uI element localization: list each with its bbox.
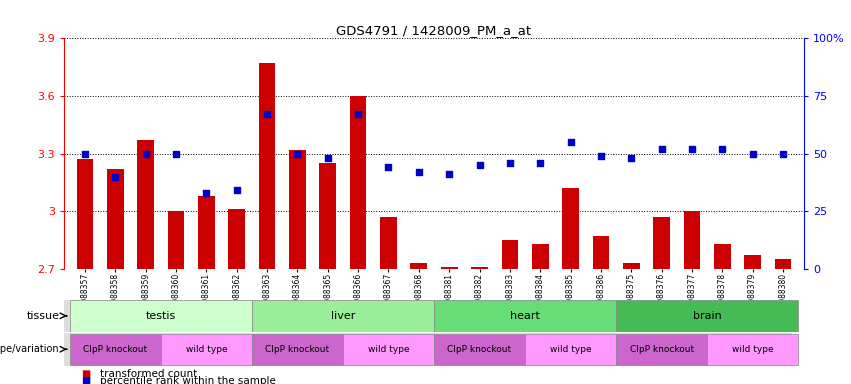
Text: transformed count: transformed count	[100, 369, 197, 379]
Bar	[137, 140, 154, 269]
Bar	[319, 163, 336, 269]
Point	[351, 111, 365, 118]
Point	[685, 146, 699, 152]
Bar	[343, 334, 434, 365]
Point	[382, 164, 396, 170]
Point	[654, 146, 668, 152]
Point	[321, 155, 334, 161]
Bar	[525, 334, 616, 365]
Bar	[616, 300, 798, 331]
Bar	[563, 188, 579, 269]
Bar	[380, 217, 397, 269]
Point	[169, 151, 183, 157]
Text: testis: testis	[146, 311, 176, 321]
Point	[745, 151, 759, 157]
Bar	[623, 263, 640, 269]
Bar	[616, 334, 707, 365]
Bar	[410, 263, 427, 269]
Point	[443, 171, 456, 177]
Point	[716, 146, 729, 152]
Text: liver: liver	[331, 311, 355, 321]
Bar	[683, 211, 700, 269]
Bar	[168, 211, 185, 269]
Bar	[289, 150, 306, 269]
Bar	[774, 259, 791, 269]
Bar	[471, 267, 488, 269]
Bar	[198, 196, 214, 269]
Text: heart: heart	[510, 311, 540, 321]
Bar	[228, 209, 245, 269]
Point	[472, 162, 486, 168]
Point	[200, 190, 214, 196]
Text: ■: ■	[81, 369, 90, 379]
Bar	[434, 334, 525, 365]
Point	[594, 153, 608, 159]
Point	[139, 151, 152, 157]
Point	[625, 155, 638, 161]
Bar	[70, 334, 161, 365]
Point	[412, 169, 426, 175]
Point	[776, 151, 790, 157]
Point	[78, 151, 92, 157]
Bar	[70, 300, 252, 331]
Point	[109, 174, 123, 180]
Bar	[259, 63, 276, 269]
Text: brain: brain	[693, 311, 722, 321]
Text: wild type: wild type	[186, 345, 227, 354]
Text: ClpP knockout: ClpP knockout	[448, 345, 511, 354]
Text: tissue: tissue	[26, 311, 60, 321]
Bar	[714, 244, 731, 269]
Bar	[532, 244, 549, 269]
Bar	[77, 159, 94, 269]
Bar	[707, 334, 798, 365]
Point	[563, 139, 577, 145]
Text: percentile rank within the sample: percentile rank within the sample	[100, 376, 276, 384]
Bar	[434, 300, 616, 331]
Bar	[654, 217, 670, 269]
Point	[503, 160, 517, 166]
Text: ClpP knockout: ClpP knockout	[630, 345, 694, 354]
Bar	[592, 236, 609, 269]
Text: wild type: wild type	[368, 345, 409, 354]
Bar	[350, 96, 367, 269]
Text: ClpP knockout: ClpP knockout	[83, 345, 147, 354]
Bar	[161, 334, 252, 365]
Point	[230, 187, 243, 194]
Bar	[107, 169, 123, 269]
Bar	[501, 240, 518, 269]
Text: genotype/variation: genotype/variation	[0, 344, 60, 354]
Title: GDS4791 / 1428009_PM_a_at: GDS4791 / 1428009_PM_a_at	[336, 24, 532, 37]
Bar	[441, 267, 458, 269]
Bar	[745, 255, 761, 269]
Bar	[252, 300, 434, 331]
Text: wild type: wild type	[550, 345, 591, 354]
Bar	[252, 334, 343, 365]
Text: ClpP knockout: ClpP knockout	[266, 345, 329, 354]
Text: wild type: wild type	[732, 345, 774, 354]
Text: ■: ■	[81, 376, 90, 384]
Point	[291, 151, 305, 157]
Point	[260, 111, 274, 118]
Point	[534, 160, 547, 166]
